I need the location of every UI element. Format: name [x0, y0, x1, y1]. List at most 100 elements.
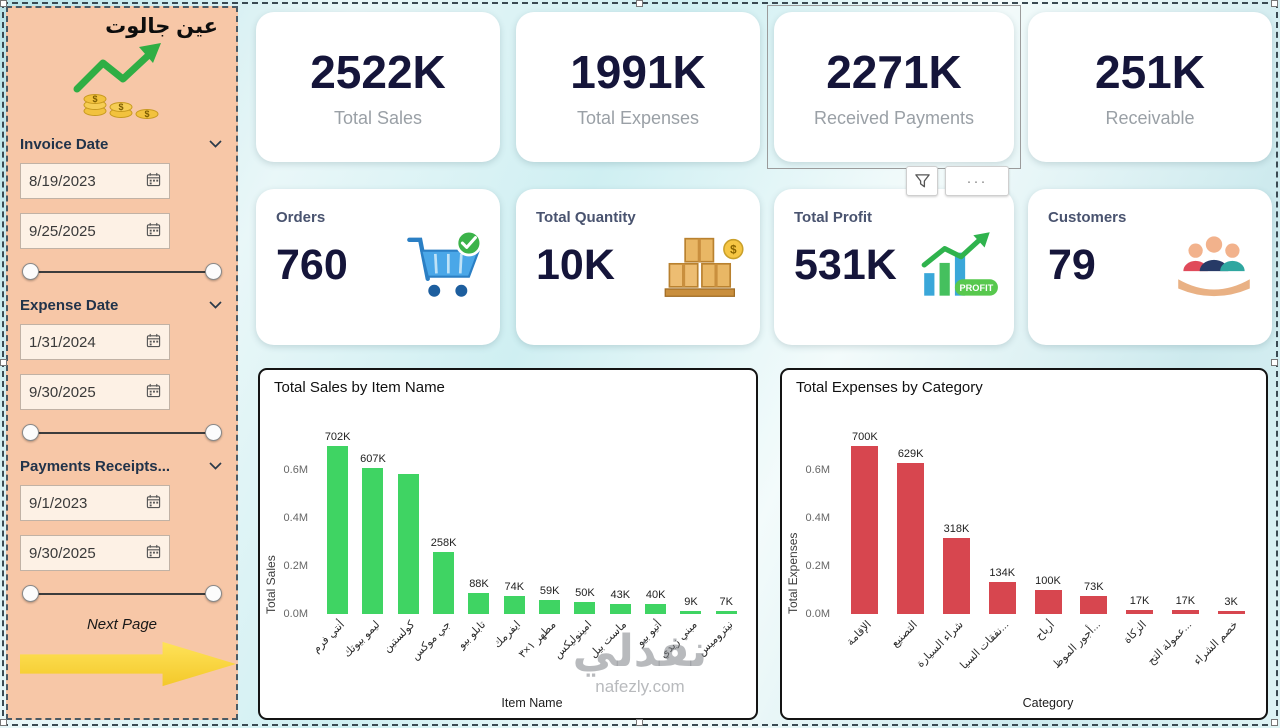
x-category-label: أرباح [1033, 618, 1058, 643]
filter-group-payments-receipts: Payments Receipts... 9/1/2023 9/30/2025 [20, 454, 224, 604]
bar-group[interactable]: 629K التصنيع [888, 418, 934, 650]
bar[interactable] [1126, 610, 1154, 614]
more-options-icon[interactable]: ··· [945, 166, 1009, 196]
bar[interactable] [897, 463, 925, 614]
stat-label: Orders [276, 209, 326, 226]
bar[interactable] [1217, 611, 1245, 614]
bar-group[interactable]: 607K ليمو بيوتك [341, 418, 390, 660]
bar[interactable] [433, 552, 455, 614]
bar[interactable] [539, 600, 561, 614]
filter-sidebar: عين جالوت $ $ $ Invoice Date [6, 6, 238, 720]
bar[interactable] [327, 446, 349, 614]
kpi-value: 1991K [570, 46, 706, 98]
bar-group[interactable]: 100K أرباح [1025, 418, 1071, 643]
end-date-field[interactable]: 9/25/2025 [20, 213, 170, 249]
bar-group[interactable]: 59K مطهر ١×٣ [517, 418, 567, 661]
kpi-orders[interactable]: Orders 760 [256, 189, 500, 345]
y-tick-label: 0.2M [283, 560, 308, 572]
kpi-receivable[interactable]: 251K Receivable [1028, 12, 1272, 162]
selection-handle[interactable] [636, 719, 643, 726]
start-date-field[interactable]: 8/19/2023 [20, 163, 170, 199]
bar[interactable] [362, 468, 384, 614]
selection-handle[interactable] [636, 0, 643, 7]
bar-group[interactable]: 9K مبني زيدي [658, 418, 708, 661]
kpi-customers[interactable]: Customers 79 [1028, 189, 1272, 345]
bar-value-label: 7K [719, 596, 733, 608]
total-sales-by-item-chart[interactable]: Total Sales by Item Name Total Sales 0.0… [258, 368, 758, 720]
profit-chart-icon: PROFIT [916, 229, 1002, 310]
selection-handle[interactable] [0, 719, 7, 726]
slider-handle-start[interactable] [22, 585, 39, 602]
bar-value-label: 629K [897, 448, 924, 460]
bar-group[interactable]: 43K ماست بيل [588, 418, 638, 660]
bar-group[interactable]: 17K الزكاة [1117, 418, 1163, 646]
bar[interactable] [397, 474, 419, 614]
bar[interactable] [468, 593, 490, 614]
bar-group[interactable]: كولستين [381, 418, 426, 655]
bar-group[interactable]: 318K شراء السيارة [914, 418, 980, 670]
filter-group-expense-date: Expense Date 1/31/2024 9/30/2025 [20, 293, 224, 443]
selection-handle[interactable] [1271, 0, 1278, 7]
selection-handle[interactable] [0, 0, 7, 7]
bar[interactable] [680, 611, 702, 614]
stat-value: 79 [1048, 241, 1096, 289]
slider-handle-end[interactable] [205, 263, 222, 280]
bar[interactable] [645, 604, 667, 614]
kpi-total-quantity[interactable]: Total Quantity 10K $ [516, 189, 760, 345]
bar[interactable] [1080, 596, 1108, 614]
bar[interactable] [503, 596, 525, 614]
chevron-down-icon[interactable] [209, 301, 224, 309]
bar-group[interactable]: 88K تابلو بيو [456, 418, 496, 651]
bar-value-label: 100K [1035, 575, 1061, 587]
selection-handle[interactable] [0, 359, 7, 366]
bar-group[interactable]: 702K أنتي فرم [310, 418, 355, 655]
slider-handle-start[interactable] [22, 424, 39, 441]
chevron-down-icon[interactable] [209, 140, 224, 148]
bar-value-label: 9K [684, 596, 698, 608]
kpi-total-expenses[interactable]: 1991K Total Expenses [516, 12, 760, 162]
calendar-icon [146, 333, 161, 352]
bar-group[interactable]: 258K جي موكس [409, 418, 461, 662]
bar[interactable] [851, 446, 879, 614]
total-expenses-by-category-chart[interactable]: Total Expenses by Category Total Expense… [780, 368, 1268, 720]
filter-funnel-icon[interactable] [906, 166, 938, 196]
bar[interactable] [942, 538, 970, 614]
calendar-icon [146, 172, 161, 191]
bar-group[interactable]: 74K ايفرمك [492, 418, 532, 650]
kpi-total-sales[interactable]: 2522K Total Sales [256, 12, 500, 162]
bar-group[interactable]: 134K نفقات السيا... [958, 418, 1025, 672]
bar[interactable] [1171, 610, 1199, 614]
kpi-total-profit[interactable]: Total Profit 531K PROFIT [774, 189, 1014, 345]
bar-group[interactable]: 50K امينوليكس [552, 418, 602, 661]
kpi-received-payments[interactable]: 2271K Received Payments [767, 5, 1021, 169]
slider-handle-end[interactable] [205, 424, 222, 441]
end-date-field[interactable]: 9/30/2025 [20, 374, 170, 410]
bar-group[interactable]: 40K أتيو بيو [635, 418, 673, 649]
next-page-arrow-button[interactable] [20, 641, 236, 687]
bar-group[interactable]: 7K نيتروميس [696, 418, 744, 659]
bars-area: 700K الإقامة 629K التصنيع 318K شراء السيارة 13… [842, 418, 1254, 672]
next-page-label: Next Page [86, 616, 158, 633]
date-range-slider[interactable] [22, 263, 222, 282]
start-date-field[interactable]: 9/1/2023 [20, 485, 170, 521]
end-date-value: 9/25/2025 [29, 222, 96, 240]
bar[interactable] [715, 611, 737, 614]
bar-group[interactable]: 17K عمولة التح... [1146, 418, 1208, 667]
bar-group[interactable]: 73K أجور الموظ... [1051, 418, 1117, 671]
bar[interactable] [988, 582, 1016, 614]
bar-group[interactable]: 3K خصم الشراء [1191, 418, 1254, 668]
slider-handle-start[interactable] [22, 263, 39, 280]
chevron-down-icon[interactable] [209, 462, 224, 470]
bar-group[interactable]: 700K الإقامة [842, 418, 888, 648]
date-range-slider[interactable] [22, 585, 222, 604]
bar[interactable] [574, 602, 596, 614]
bar[interactable] [1034, 590, 1062, 614]
slider-handle-end[interactable] [205, 585, 222, 602]
kpi-label: Total Sales [333, 108, 423, 128]
selection-handle[interactable] [1271, 719, 1278, 726]
bar[interactable] [609, 604, 631, 614]
selection-handle[interactable] [1271, 359, 1278, 366]
date-range-slider[interactable] [22, 424, 222, 443]
end-date-field[interactable]: 9/30/2025 [20, 535, 170, 571]
start-date-field[interactable]: 1/31/2024 [20, 324, 170, 360]
